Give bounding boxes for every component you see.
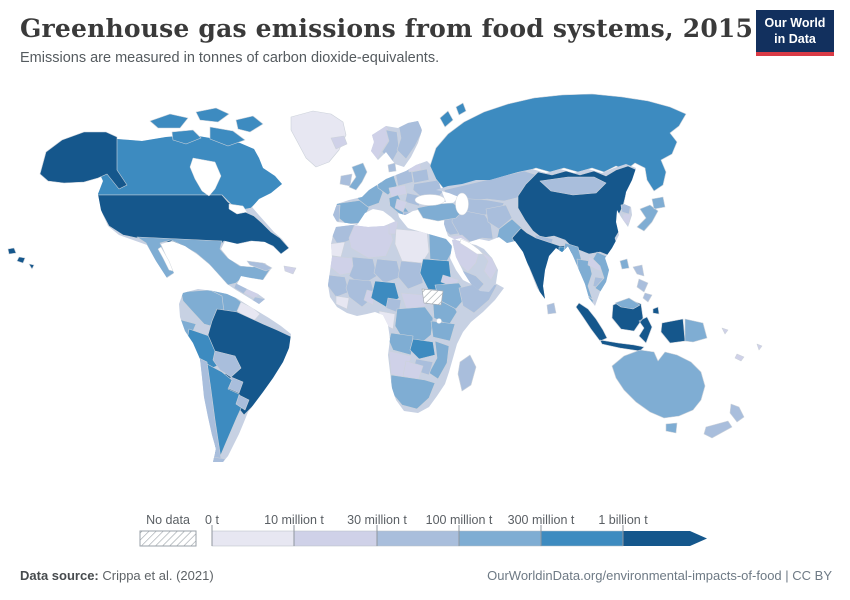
country-australia[interactable]	[611, 349, 706, 419]
gulf-of-california	[157, 246, 174, 272]
country-central-african-republic[interactable]	[400, 292, 427, 312]
caspian-sea	[455, 192, 469, 216]
country-hispaniola[interactable]	[283, 265, 297, 275]
country-uk[interactable]	[348, 162, 368, 191]
country-hawaii-usa[interactable]	[7, 247, 35, 270]
legend-segment-4[interactable]	[540, 530, 624, 547]
legend-label-1: 10 million t	[264, 513, 324, 527]
country-malawi-mozambique[interactable]	[428, 340, 450, 380]
legend-segment-1[interactable]	[293, 530, 378, 547]
data-source-label: Data source:	[20, 568, 99, 583]
legend-arrow-tip	[690, 531, 707, 546]
country-new-zealand[interactable]	[703, 403, 745, 439]
country-afghanistan[interactable]	[485, 204, 513, 230]
country-alaska-usa[interactable]	[39, 131, 128, 190]
legend-no-data-swatch[interactable]	[139, 530, 197, 547]
persian-gulf	[459, 238, 484, 255]
country-madagascar[interactable]	[457, 354, 477, 392]
owid-logo-line1: Our World	[764, 16, 826, 30]
country-sri-lanka[interactable]	[546, 302, 557, 315]
legend-label-3: 100 million t	[426, 513, 493, 527]
country-new-caledonia[interactable]	[734, 353, 745, 362]
legend-segment-5[interactable]	[623, 531, 690, 546]
page-title: Greenhouse gas emissions from food syste…	[20, 14, 754, 43]
lake-victoria	[436, 318, 442, 324]
country-philippines[interactable]	[632, 264, 653, 303]
country-egypt[interactable]	[428, 232, 454, 262]
country-cuba[interactable]	[246, 260, 273, 272]
country-malaysia-borneo[interactable]	[614, 297, 641, 310]
country-sierra-leone-liberia[interactable]	[335, 295, 350, 310]
chart-footer: Data source: Crippa et al. (2021) OurWor…	[20, 568, 832, 583]
legend-segment-3[interactable]	[458, 530, 542, 547]
legend-label-4: 300 million t	[508, 513, 575, 527]
country-mexico[interactable]	[136, 236, 271, 286]
chart-subtitle: Emissions are measured in tonnes of carb…	[20, 50, 440, 66]
country-portugal[interactable]	[332, 204, 341, 223]
legend-label-no-data: No data	[146, 513, 190, 527]
legend-label-0: 0 t	[205, 513, 219, 527]
country-costarica-panama[interactable]	[251, 296, 267, 305]
country-indonesia[interactable]	[575, 298, 686, 352]
country-ireland[interactable]	[339, 173, 353, 187]
country-senegal-guinea[interactable]	[327, 274, 350, 298]
owid-logo-box: Our World in Data	[756, 10, 834, 53]
owid-logo-red-bar	[756, 52, 834, 57]
country-benelux[interactable]	[372, 172, 383, 184]
owid-url[interactable]: OurWorldinData.org/environmental-impacts…	[487, 568, 832, 583]
legend-label-2: 30 million t	[347, 513, 407, 527]
map-legend: No data 0 t 10 million t 30 million t 10…	[139, 513, 707, 547]
country-baltics[interactable]	[406, 158, 422, 173]
country-fiji[interactable]	[756, 343, 763, 351]
country-greenland[interactable]	[290, 110, 347, 168]
black-sea	[414, 194, 446, 206]
country-south-korea[interactable]	[622, 213, 632, 225]
country-denmark[interactable]	[387, 162, 397, 173]
country-south-sudan[interactable]	[421, 288, 444, 306]
data-source-text: Crippa et al. (2021)	[98, 568, 214, 583]
data-source: Data source: Crippa et al. (2021)	[20, 568, 214, 583]
country-north-korea[interactable]	[620, 202, 632, 215]
novaya-zemlya-russia[interactable]	[439, 102, 467, 128]
legend-label-5: 1 billion t	[598, 513, 648, 527]
country-taiwan[interactable]	[619, 258, 630, 270]
country-belarus[interactable]	[411, 168, 430, 184]
country-solomon-islands[interactable]	[721, 327, 729, 335]
legend-ticks	[211, 525, 624, 546]
country-tasmania[interactable]	[665, 422, 678, 434]
canada-arctic-islands[interactable]	[149, 107, 264, 147]
country-gabon-congo[interactable]	[378, 310, 396, 330]
great-lakes	[228, 203, 248, 215]
country-oman[interactable]	[480, 251, 498, 281]
country-uruguay[interactable]	[235, 394, 250, 411]
country-iran[interactable]	[451, 206, 494, 243]
country-tanzania[interactable]	[430, 320, 456, 342]
country-chad[interactable]	[397, 260, 424, 290]
country-zambia[interactable]	[409, 338, 436, 360]
country-mongolia[interactable]	[539, 176, 607, 196]
country-iceland[interactable]	[330, 135, 348, 150]
country-japan[interactable]	[636, 196, 666, 232]
hudson-bay	[189, 157, 222, 197]
country-usa[interactable]	[94, 194, 289, 255]
owid-logo[interactable]: Our World in Data	[756, 10, 834, 57]
country-finland[interactable]	[396, 120, 422, 160]
country-papua-new-guinea[interactable]	[684, 318, 708, 343]
country-greece[interactable]	[402, 211, 417, 223]
world-map	[7, 93, 763, 462]
owid-logo-line2: in Data	[774, 31, 816, 46]
country-niger[interactable]	[373, 258, 402, 284]
legend-segment-0[interactable]	[211, 530, 295, 547]
legend-segment-2[interactable]	[376, 530, 460, 547]
